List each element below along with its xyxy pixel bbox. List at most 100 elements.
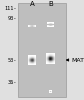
Bar <box>28 60 29 61</box>
Bar <box>48 59 49 60</box>
Bar <box>32 61 33 62</box>
Bar <box>51 57 52 58</box>
Bar <box>29 27 30 28</box>
Bar <box>46 62 47 63</box>
Bar <box>53 22 54 23</box>
Bar <box>52 22 53 23</box>
Bar <box>48 62 49 63</box>
Bar <box>53 58 54 59</box>
Bar <box>31 64 32 65</box>
Bar <box>46 55 47 56</box>
Bar <box>47 25 48 26</box>
Bar <box>48 57 49 58</box>
Bar <box>51 59 52 60</box>
Bar <box>32 63 33 64</box>
Bar <box>28 61 29 62</box>
Bar <box>33 27 34 28</box>
Bar <box>47 62 48 63</box>
Bar <box>49 60 50 61</box>
Bar <box>50 60 51 61</box>
Bar <box>53 59 54 60</box>
Bar <box>54 63 55 64</box>
Bar <box>54 59 55 60</box>
Bar <box>35 27 36 28</box>
Bar <box>30 58 31 59</box>
Bar <box>31 57 32 58</box>
Bar <box>49 24 50 25</box>
Bar <box>29 55 30 56</box>
Bar <box>54 60 55 61</box>
Bar <box>32 57 33 58</box>
Bar <box>49 61 50 62</box>
Bar <box>49 59 50 60</box>
Bar <box>31 59 32 60</box>
Bar <box>52 60 53 61</box>
Bar <box>53 53 54 54</box>
Bar <box>35 62 36 63</box>
Bar <box>47 22 48 23</box>
Bar <box>51 22 52 23</box>
Bar <box>52 26 53 27</box>
Bar <box>35 24 36 25</box>
Bar <box>35 58 36 59</box>
Bar <box>47 55 48 56</box>
Bar <box>33 64 34 65</box>
Bar <box>52 63 53 64</box>
Bar <box>28 55 29 56</box>
Bar <box>48 26 49 27</box>
Bar <box>29 58 30 59</box>
Bar <box>47 26 48 27</box>
Bar <box>52 25 53 26</box>
Bar <box>54 56 55 57</box>
Bar <box>49 56 50 57</box>
Bar <box>48 60 49 61</box>
Bar <box>33 26 34 27</box>
Bar <box>54 61 55 62</box>
Bar <box>32 25 33 26</box>
Bar <box>31 63 32 64</box>
Bar <box>51 60 52 61</box>
Bar <box>33 55 34 56</box>
Bar <box>48 22 49 23</box>
Text: MATN3: MATN3 <box>71 57 84 62</box>
Bar <box>52 55 53 56</box>
Bar <box>46 63 47 64</box>
Bar <box>33 62 34 63</box>
Bar <box>53 63 54 64</box>
Bar <box>52 58 53 59</box>
Bar <box>30 56 31 57</box>
Bar <box>49 57 50 58</box>
Bar <box>30 60 31 61</box>
Bar <box>28 59 29 60</box>
Bar <box>28 62 29 63</box>
Bar <box>31 58 32 59</box>
Bar <box>35 25 36 26</box>
Bar <box>49 63 50 64</box>
Bar <box>49 26 50 27</box>
Bar <box>50 25 51 26</box>
Bar <box>35 59 36 60</box>
Bar <box>47 60 48 61</box>
Bar <box>35 61 36 62</box>
Bar <box>51 25 52 26</box>
Bar <box>53 61 54 62</box>
Bar <box>34 27 35 28</box>
Bar <box>28 26 29 27</box>
Bar <box>34 60 35 61</box>
Bar <box>32 24 33 25</box>
Bar <box>28 56 29 57</box>
Bar <box>32 56 33 57</box>
Bar <box>32 58 33 59</box>
Bar <box>34 57 35 58</box>
Bar <box>46 56 47 57</box>
Bar <box>50 24 51 25</box>
Bar <box>51 63 52 64</box>
Bar <box>35 56 36 57</box>
Bar <box>35 57 36 58</box>
Bar <box>51 58 52 59</box>
Bar <box>54 53 55 54</box>
Bar <box>32 60 33 61</box>
Bar <box>29 56 30 57</box>
Bar <box>46 57 47 58</box>
Bar <box>29 62 30 63</box>
